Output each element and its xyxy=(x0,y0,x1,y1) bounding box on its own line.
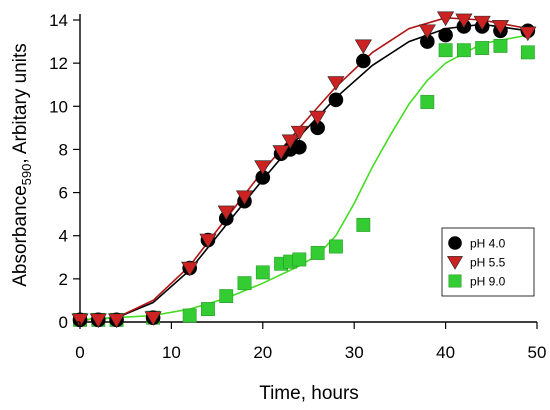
data-point xyxy=(519,26,537,42)
y-axis-title-main: Absorbance xyxy=(10,185,31,286)
data-point xyxy=(144,311,162,326)
data-point xyxy=(356,53,371,69)
data-point xyxy=(201,302,215,316)
data-point xyxy=(71,313,89,329)
data-point xyxy=(420,95,435,109)
x-tick-label: 20 xyxy=(253,343,272,362)
y-tick-label: 6 xyxy=(59,184,68,203)
data-point xyxy=(475,41,490,55)
legend-marker xyxy=(448,236,462,250)
data-point xyxy=(354,39,372,55)
legend-label: pH 4.0 xyxy=(470,237,506,251)
data-point xyxy=(219,289,234,304)
y-axis-title: Absorbance590, Arbitary units xyxy=(10,43,34,287)
y-axis: 0 2 4 6 8 10 12 14 xyxy=(49,11,80,332)
legend-marker xyxy=(448,274,462,288)
y-tick-label: 10 xyxy=(49,97,68,116)
y-axis-title-tail: , Arbitary units xyxy=(10,43,31,163)
y-tick-label: 12 xyxy=(49,54,68,73)
x-axis-title: Time, hours xyxy=(259,383,359,404)
data-point xyxy=(437,11,455,27)
x-axis: 0 10 20 30 40 50 xyxy=(75,322,546,362)
data-point xyxy=(493,38,508,53)
legend-label: pH 9.0 xyxy=(470,275,506,289)
data-point xyxy=(473,15,491,31)
y-tick-label: 8 xyxy=(59,140,68,159)
x-tick-label: 40 xyxy=(436,343,455,362)
legend-label: pH 5.5 xyxy=(470,256,506,270)
data-point xyxy=(418,24,436,40)
data-markers xyxy=(71,11,537,329)
y-tick-label: 14 xyxy=(49,11,68,30)
data-point xyxy=(199,233,217,249)
data-point xyxy=(107,313,126,329)
data-point xyxy=(89,313,107,329)
y-tick-label: 0 xyxy=(59,313,68,332)
x-tick-label: 0 xyxy=(75,343,84,362)
data-point xyxy=(329,239,343,254)
data-point xyxy=(217,205,235,221)
data-point xyxy=(254,160,272,175)
data-point xyxy=(438,27,453,43)
legend-marker xyxy=(447,256,463,270)
data-point xyxy=(327,76,345,91)
data-point xyxy=(292,252,307,267)
data-point xyxy=(328,92,344,108)
data-point xyxy=(309,110,327,126)
data-point xyxy=(181,261,199,277)
data-point xyxy=(456,43,471,58)
data-point xyxy=(255,265,270,280)
data-point xyxy=(272,145,290,160)
x-tick-label: 30 xyxy=(345,343,364,362)
data-point xyxy=(438,43,453,58)
data-point xyxy=(356,218,371,232)
data-point xyxy=(292,139,307,155)
data-point xyxy=(310,246,325,260)
data-point xyxy=(281,134,299,150)
legend: pH 4.0 pH 5.5 pH 9.0 xyxy=(441,227,535,297)
data-point xyxy=(290,125,308,141)
data-point xyxy=(182,308,197,323)
x-tick-label: 10 xyxy=(162,343,181,362)
y-axis-title-subscript: 590 xyxy=(19,164,34,186)
x-tick-label: 50 xyxy=(528,343,547,362)
data-point xyxy=(455,13,473,29)
y-tick-label: 2 xyxy=(59,270,68,289)
data-point xyxy=(237,276,252,291)
data-point xyxy=(491,20,510,35)
data-point xyxy=(235,190,254,206)
y-tick-label: 4 xyxy=(59,227,68,246)
data-point xyxy=(520,45,535,60)
